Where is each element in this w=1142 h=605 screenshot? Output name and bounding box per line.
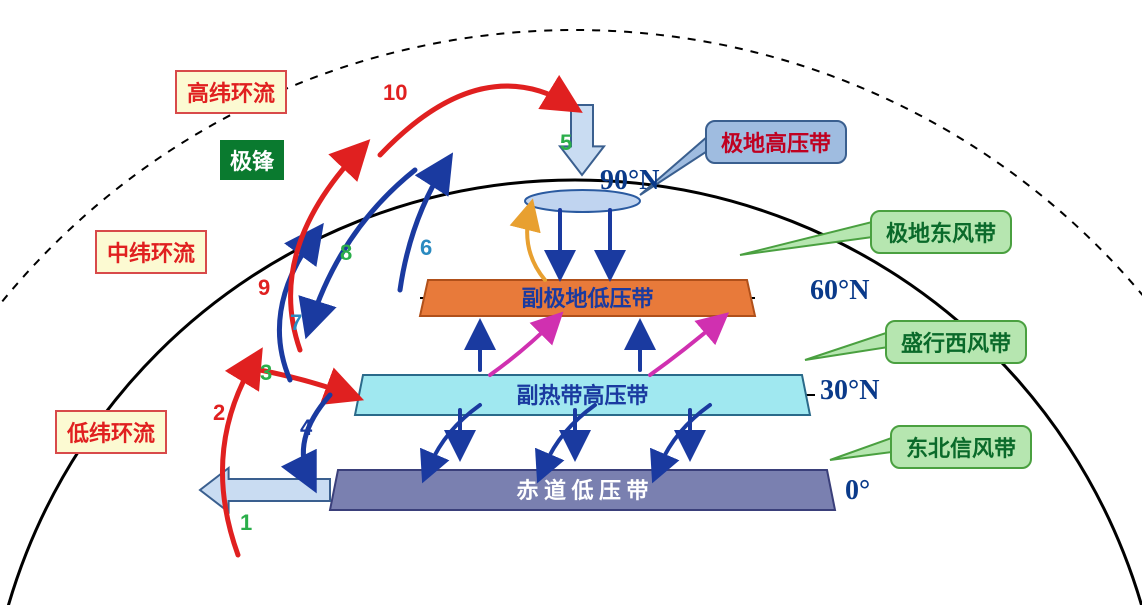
number-label: 1 [240, 510, 252, 536]
number-label: 7 [290, 310, 302, 336]
number-label: 2 [213, 400, 225, 426]
callout-tail [805, 330, 895, 360]
label-box: 极锋 [220, 140, 284, 180]
number-label: 3 [260, 360, 272, 386]
number-label: 5 [560, 130, 572, 156]
number-label: 9 [258, 275, 270, 301]
latitude-label: 60°N [810, 275, 869, 307]
belt-label-subpolar: 副极地低压带 [521, 286, 653, 311]
belt-label-equator: 赤 道 低 压 带 [516, 478, 648, 503]
callout: 盛行西风带 [885, 320, 1027, 364]
callout: 东北信风带 [890, 425, 1032, 469]
arrow-polar-curve [527, 210, 545, 280]
arrow-a10-over [380, 86, 570, 155]
latitude-label: 90°N [600, 165, 659, 197]
callout: 极地东风带 [870, 210, 1012, 254]
number-label: 4 [300, 415, 312, 441]
label-box: 低纬环流 [55, 410, 167, 454]
arrow-upR-curve [650, 320, 720, 375]
latitude-label: 0° [845, 475, 870, 507]
callout: 极地高压带 [705, 120, 847, 164]
belt-label-subtropical: 副热带高压带 [516, 383, 648, 408]
circulation-diagram: 赤 道 低 压 带副热带高压带 副极地低压带 [0, 0, 1142, 605]
label-box: 中纬环流 [95, 230, 207, 274]
callout-tail [740, 220, 880, 255]
label-box: 高纬环流 [175, 70, 287, 114]
arrow-upL-curve [490, 320, 555, 375]
latitude-label: 30°N [820, 375, 879, 407]
arrow-a6-up [400, 165, 445, 290]
arrow-a1-out [200, 468, 330, 512]
number-label: 8 [340, 240, 352, 266]
number-label: 10 [383, 80, 407, 106]
arrow-a3-in [260, 370, 350, 395]
number-label: 6 [420, 235, 432, 261]
